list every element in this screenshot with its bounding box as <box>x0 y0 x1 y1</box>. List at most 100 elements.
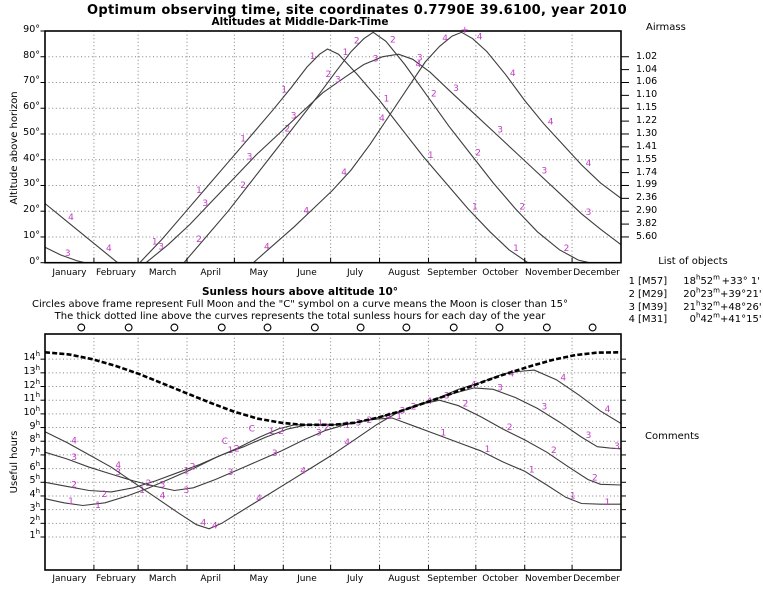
airmass-tick-label: 1.04 <box>636 63 658 75</box>
top-curve-label-1: 1 <box>310 52 316 62</box>
top-chart-frame <box>44 30 622 264</box>
altitude-tick-label: 50° <box>23 126 40 138</box>
hours-sup: h <box>35 404 40 413</box>
bottom-curve-label-1: 1 <box>396 412 402 422</box>
bottom-month-label-november: November <box>524 574 572 584</box>
bottom-curve-label-1: 1 <box>344 421 350 431</box>
hours-tick-label: 8h <box>29 432 40 446</box>
bottom-curve-label-2: 2 <box>146 479 152 489</box>
bottom-month-label-august: August <box>388 574 420 584</box>
top-month-label-march: March <box>148 268 177 278</box>
bottom-month-label-december: December <box>573 574 620 584</box>
top-curve-label-4: 4 <box>510 69 516 79</box>
object-ra: 18h52m <box>683 273 720 287</box>
hours-sup: h <box>35 391 40 400</box>
bottom-curve-label-4: 4 <box>509 369 515 379</box>
full-moon-circle <box>402 323 411 332</box>
airmass-axis-label: Airmass <box>646 22 686 33</box>
top-curve-label-3: 3 <box>158 243 164 253</box>
object-ra: 21h32m <box>683 299 720 313</box>
top-curve-label-3: 3 <box>453 84 459 94</box>
top-chart-title: Altitudes at Middle-Dark-Time <box>211 16 389 28</box>
airmass-tick-label: 1.30 <box>636 127 658 139</box>
bottom-curve-label-4: 4 <box>560 374 566 384</box>
page-title: Optimum observing time, site coordinates… <box>87 3 627 18</box>
bottom-curve-label-4: 4 <box>256 494 262 504</box>
bottom-curve-label-4: 4 <box>344 438 350 448</box>
bottom-month-label-june: June <box>297 574 317 584</box>
bottom-curve-label-3: 3 <box>444 391 450 401</box>
full-moon-circle <box>495 323 504 332</box>
bottom-month-label-january: January <box>52 574 87 584</box>
object-ra: 20h23m <box>683 286 720 300</box>
top-month-label-may: May <box>249 268 269 278</box>
full-moon-circle <box>124 323 133 332</box>
bottom-curve-label-2: 2 <box>592 474 598 484</box>
bottom-curve-label-1: 1 <box>440 428 446 438</box>
object-number: 3 <box>628 301 635 313</box>
top-curve-label-4: 4 <box>68 213 74 223</box>
top-curve-label-3: 3 <box>335 75 341 85</box>
comments-label: Comments <box>645 431 700 442</box>
top-curve-object-4 <box>44 203 118 264</box>
hours-tick-label: 12h <box>23 377 40 391</box>
top-curve-object-3 <box>145 53 622 264</box>
altitude-tick-label: 20° <box>23 204 40 216</box>
top-curve-label-4: 4 <box>548 118 554 128</box>
bottom-curve-label-2: 2 <box>507 423 513 433</box>
object-row-m39: 3 [M39] 21h32m +48°26' <box>626 299 762 315</box>
top-curve-object-2 <box>183 31 590 264</box>
top-month-label-february: February <box>96 268 136 278</box>
hours-tick-label: 7h <box>29 445 40 459</box>
top-curve-label-3: 3 <box>373 55 379 65</box>
object-id: [M57] <box>638 276 668 287</box>
objects-list: 1 [M57] 18h52m +33° 1' 2 [M29] 20h23m +39°21' 3[… <box>626 273 762 327</box>
altitude-tick-label: 30° <box>23 178 40 190</box>
bottom-curve-label-3: 3 <box>272 449 278 459</box>
bottom-curve-label-3: 3 <box>316 428 322 438</box>
bottom-month-label-february: February <box>96 574 136 584</box>
top-curve-label-2: 2 <box>354 37 360 47</box>
bottom-curve-label-4: 4 <box>471 380 477 390</box>
airmass-tick-label: 1.99 <box>636 179 658 191</box>
full-moon-circle <box>77 323 86 332</box>
top-curve-label-3: 3 <box>541 167 547 177</box>
bottom-month-label-march: March <box>148 574 177 584</box>
object-ra: 0h42m <box>689 312 720 326</box>
bottom-curve-label-2: 2 <box>367 416 373 426</box>
bottom-chart-title: Sunless hours above altitude 10° <box>201 286 399 298</box>
top-curve-label-4: 4 <box>379 114 385 124</box>
top-curve-label-1: 1 <box>343 48 349 58</box>
full-moon-circle <box>310 323 319 332</box>
total-sunless-line <box>44 351 622 427</box>
hours-tick-label: 5h <box>29 473 40 487</box>
airmass-tick-label: 1.10 <box>636 89 658 101</box>
hours-sup: h <box>35 486 40 495</box>
ra-hours-sup: h <box>696 286 701 295</box>
object-row-m57: 1 [M57] 18h52m +33° 1' <box>626 273 762 289</box>
hours-sup: h <box>35 432 40 441</box>
ra-minutes-sup: m <box>713 312 720 321</box>
bottom-curve-object-4 <box>44 369 622 530</box>
bottom-curve-label-3: 3 <box>71 453 77 463</box>
bottom-curve-label-2: 2 <box>324 423 330 433</box>
top-curve-label-2: 2 <box>390 35 396 45</box>
bottom-curve-label-4: 4 <box>385 412 391 422</box>
full-moon-circle <box>263 323 272 332</box>
bottom-curve-label-2: 2 <box>551 446 557 456</box>
bottom-curve-label-1: 1 <box>139 486 145 496</box>
top-curve-label-1: 1 <box>240 135 246 145</box>
top-curve-object-3 <box>44 246 85 264</box>
top-annotation: + <box>461 25 469 36</box>
bottom-curve-label-3: 3 <box>497 383 503 393</box>
airmass-tick-label: 1.41 <box>636 140 658 152</box>
bottom-curve-label-3: 3 <box>160 480 166 490</box>
bottom-curve-label-4: 4 <box>201 519 207 529</box>
bottom-month-label-may: May <box>249 574 269 584</box>
object-id: [M29] <box>638 288 668 300</box>
bottom-curve-label-4: 4 <box>212 521 218 531</box>
top-curve-label-4: 4 <box>415 60 421 70</box>
bottom-month-label-october: October <box>482 574 519 584</box>
top-curve-label-1: 1 <box>152 238 158 248</box>
